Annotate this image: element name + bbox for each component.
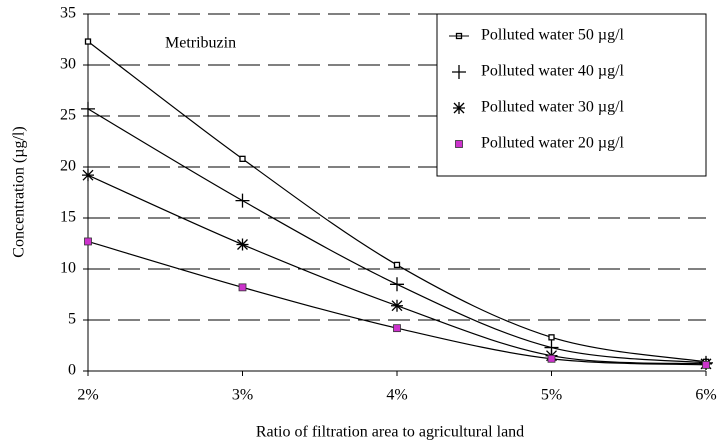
legend-label: Polluted water 40 µg/l (481, 63, 625, 80)
legend-label: Polluted water 20 µg/l (481, 135, 625, 152)
marker (702, 360, 710, 369)
marker-shape (239, 155, 246, 162)
marker (239, 155, 246, 162)
marker-shape (453, 102, 465, 114)
marker (84, 38, 92, 45)
marker-shape (455, 140, 463, 148)
marker (453, 102, 465, 114)
x-tick-label: 6% (695, 387, 716, 404)
marker (548, 334, 555, 341)
y-axis-label: Concentration (µg/l) (11, 126, 28, 257)
marker-shape (84, 237, 92, 246)
marker (238, 283, 247, 292)
y-tick-label: 20 (60, 158, 76, 175)
y-tick-label: 0 (68, 362, 76, 379)
y-tick-label: 25 (60, 107, 76, 124)
marker (452, 65, 466, 79)
marker-shape (238, 283, 247, 292)
x-tick-label: 3% (232, 387, 253, 404)
x-tick-label: 4% (386, 387, 407, 404)
marker-shape (235, 193, 250, 208)
legend-label: Polluted water 30 µg/l (481, 99, 625, 116)
x-tick-label: 2% (77, 387, 98, 404)
marker (391, 299, 403, 312)
marker-shape (548, 334, 555, 341)
marker (547, 354, 556, 363)
y-tick-label: 10 (60, 260, 76, 277)
annotation: Metribuzin (165, 35, 236, 52)
y-tick-label: 5 (68, 311, 76, 328)
marker-shape (393, 261, 401, 269)
y-tick-label: 15 (60, 209, 76, 226)
x-axis-label: Ratio of filtration area to agricultural… (256, 424, 524, 441)
marker-shape (393, 324, 401, 333)
marker (393, 324, 401, 333)
marker-shape (81, 101, 95, 116)
legend-label: Polluted water 50 µg/l (481, 27, 625, 44)
marker (393, 261, 401, 269)
marker-shape (84, 38, 92, 45)
marker (390, 277, 404, 292)
marker-shape (236, 238, 249, 251)
marker (81, 101, 95, 116)
y-tick-label: 35 (60, 5, 76, 22)
marker (455, 140, 463, 148)
legend-box (436, 13, 707, 177)
marker-shape (391, 299, 403, 312)
marker-shape (452, 65, 466, 79)
x-tick-label: 5% (541, 387, 562, 404)
marker-shape (547, 354, 556, 363)
marker (82, 169, 94, 182)
marker (235, 193, 250, 208)
marker (84, 237, 92, 246)
marker-shape (702, 360, 710, 369)
marker-shape (390, 277, 404, 292)
marker-shape (82, 169, 94, 182)
y-tick-label: 30 (60, 56, 76, 73)
marker (236, 238, 249, 251)
